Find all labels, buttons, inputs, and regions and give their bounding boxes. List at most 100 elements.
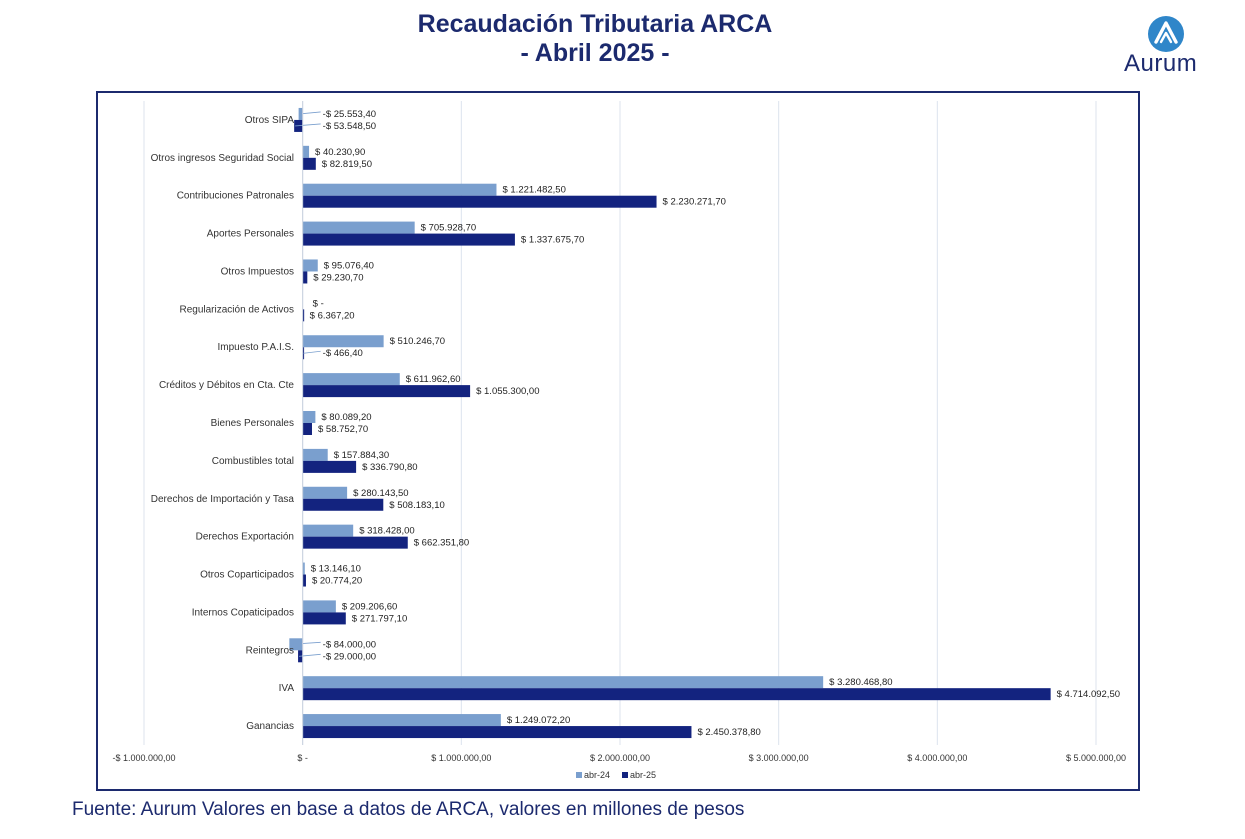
bar-abr-24 xyxy=(302,373,400,386)
x-tick-label: $ 3.000.000,00 xyxy=(749,753,809,763)
y-category-label: Regularización de Activos xyxy=(179,304,294,315)
legend-swatch-abr-24 xyxy=(576,772,582,778)
y-category-label: Bienes Personales xyxy=(211,418,294,429)
bar-abr-25 xyxy=(302,423,312,435)
bar-abr-24 xyxy=(302,562,305,575)
y-category-label: Reintegros xyxy=(246,645,294,656)
data-label-abr-24: $ 157.884,30 xyxy=(334,450,389,461)
data-label-abr-25: $ 2.230.271,70 xyxy=(663,197,726,208)
x-tick-label: $ 5.000.000,00 xyxy=(1066,753,1126,763)
bar-abr-25 xyxy=(302,460,357,473)
logo-text: Aurum xyxy=(1124,50,1198,77)
data-label-abr-24: $ 318.428,00 xyxy=(359,526,414,537)
data-label-abr-24: $ 80.089,20 xyxy=(321,412,371,423)
data-label-abr-25: $ 508.183,10 xyxy=(389,500,444,511)
data-label-abr-24: $ 95.076,40 xyxy=(324,260,374,271)
x-tick-label: $ 1.000.000,00 xyxy=(431,753,491,763)
bar-abr-25 xyxy=(302,157,316,170)
x-tick-label: -$ 1.000.000,00 xyxy=(112,753,175,763)
bar-abr-25 xyxy=(302,574,306,587)
data-label-abr-24: $ 13.146,10 xyxy=(311,564,361,575)
bar-abr-24 xyxy=(302,676,824,689)
bar-abr-25 xyxy=(302,536,408,549)
bar-abr-25 xyxy=(302,271,308,284)
data-label-abr-25: $ 1.337.675,70 xyxy=(521,235,584,246)
bar-abr-24 xyxy=(302,145,310,158)
data-label-abr-25: -$ 53.548,50 xyxy=(323,121,376,132)
bar-abr-25 xyxy=(302,195,657,208)
y-category-label: Créditos y Débitos en Cta. Cte xyxy=(159,380,294,391)
y-category-label: Ganancias xyxy=(246,721,294,732)
data-label-abr-25: $ 336.790,80 xyxy=(362,462,417,473)
y-category-label: Contribuciones Patronales xyxy=(177,191,294,202)
data-label-abr-24: $ 3.280.468,80 xyxy=(829,677,892,688)
data-label-abr-25: $ 20.774,20 xyxy=(312,576,362,587)
data-label-abr-25: $ 6.367,20 xyxy=(310,310,355,321)
data-label-abr-24: $ - xyxy=(313,298,324,309)
bar-abr-24 xyxy=(302,411,316,423)
bar-layer xyxy=(289,107,1051,739)
bar-abr-24 xyxy=(302,221,415,234)
legend-label-abr-24: abr-24 xyxy=(584,770,610,780)
data-label-abr-25: $ 1.055.300,00 xyxy=(476,386,539,397)
leader-line xyxy=(303,350,321,354)
y-category-label: Otros SIPA xyxy=(245,115,295,126)
y-category-label: Aportes Personales xyxy=(207,229,294,240)
legend-swatch-abr-25 xyxy=(622,772,628,778)
bar-abr-24 xyxy=(302,259,318,272)
axis-layer: -$ 1.000.000,00 $ - $ 1.000.000,00 $ 2.000.… xyxy=(112,101,1126,763)
data-label-abr-25: $ 58.752,70 xyxy=(318,424,368,435)
y-category-label: Internos Copaticipados xyxy=(192,607,294,618)
bar-abr-24 xyxy=(302,335,384,348)
source-note: Fuente: Aurum Valores en base a datos de… xyxy=(72,799,745,820)
y-category-label: Otros Coparticipados xyxy=(200,570,294,581)
bar-abr-25 xyxy=(302,233,515,246)
data-label-abr-25: -$ 466,40 xyxy=(323,348,363,359)
bar-abr-25 xyxy=(302,385,471,398)
bar-abr-24 xyxy=(302,524,354,537)
bar-abr-25 xyxy=(302,612,346,625)
bar-abr-25 xyxy=(302,347,305,360)
y-category-label: Derechos Exportación xyxy=(196,532,294,543)
label-layer: -$ 25.553,40-$ 53.548,50 $ 40.230,90$ 82.… xyxy=(290,109,1120,738)
legend-label-abr-25: abr-25 xyxy=(630,770,656,780)
data-label-abr-25: $ 4.714.092,50 xyxy=(1057,689,1120,700)
bar-abr-24 xyxy=(302,486,348,499)
bar-abr-24 xyxy=(302,600,336,613)
legend: abr-24 abr-25 xyxy=(576,770,656,780)
data-label-abr-25: $ 29.230,70 xyxy=(313,272,363,283)
y-category-label: IVA xyxy=(279,683,295,694)
y-category-label: Otros ingresos Seguridad Social xyxy=(151,153,294,164)
leader-line xyxy=(290,641,321,645)
leader-line xyxy=(295,123,321,127)
data-label-abr-24: $ 280.143,50 xyxy=(353,488,408,499)
bar-abr-25 xyxy=(302,688,1051,701)
y-category-label: Derechos de Importación y Tasa xyxy=(151,494,295,505)
data-label-abr-24: $ 611.962,60 xyxy=(406,374,461,385)
y-category-label: Combustibles total xyxy=(212,456,294,467)
chart-title-line1: Recaudación Tributaria ARCA xyxy=(417,10,773,38)
data-label-abr-24: -$ 84.000,00 xyxy=(323,639,376,650)
data-label-abr-25: $ 271.797,10 xyxy=(352,613,407,624)
chart-title-line2: - Abril 2025 - xyxy=(520,39,670,67)
x-tick-label: $ 4.000.000,00 xyxy=(907,753,967,763)
x-tick-label: $ 2.000.000,00 xyxy=(590,753,650,763)
bar-abr-24 xyxy=(302,448,328,461)
data-label-abr-24: $ 209.206,60 xyxy=(342,601,397,612)
y-category-label: Impuesto P.A.I.S. xyxy=(217,342,294,353)
y-category-label: Otros Impuestos xyxy=(221,266,294,277)
data-label-abr-24: $ 1.249.072,20 xyxy=(507,715,570,726)
data-label-abr-24: $ 40.230,90 xyxy=(315,147,365,158)
data-label-abr-24: $ 705.928,70 xyxy=(421,223,476,234)
data-label-abr-24: $ 510.246,70 xyxy=(390,336,445,347)
chart-frame: -$ 25.553,40 -$ 53.548,50 $ 40.230,90 $ 82.… xyxy=(96,91,1140,791)
data-label-abr-24: -$ 25.553,40 xyxy=(323,109,376,120)
bar-abr-25 xyxy=(302,726,692,739)
bar-chart: -$ 25.553,40-$ 53.548,50 $ 40.230,90$ 82.… xyxy=(112,101,1126,780)
x-tick-label: $ - xyxy=(297,753,308,763)
data-label-abr-25: -$ 29.000,00 xyxy=(323,651,376,662)
data-label-abr-25: $ 662.351,80 xyxy=(414,538,469,549)
bar-abr-25 xyxy=(302,309,305,322)
data-label-abr-25: $ 2.450.378,80 xyxy=(697,727,760,738)
data-label-abr-25: $ 82.819,50 xyxy=(322,159,372,170)
